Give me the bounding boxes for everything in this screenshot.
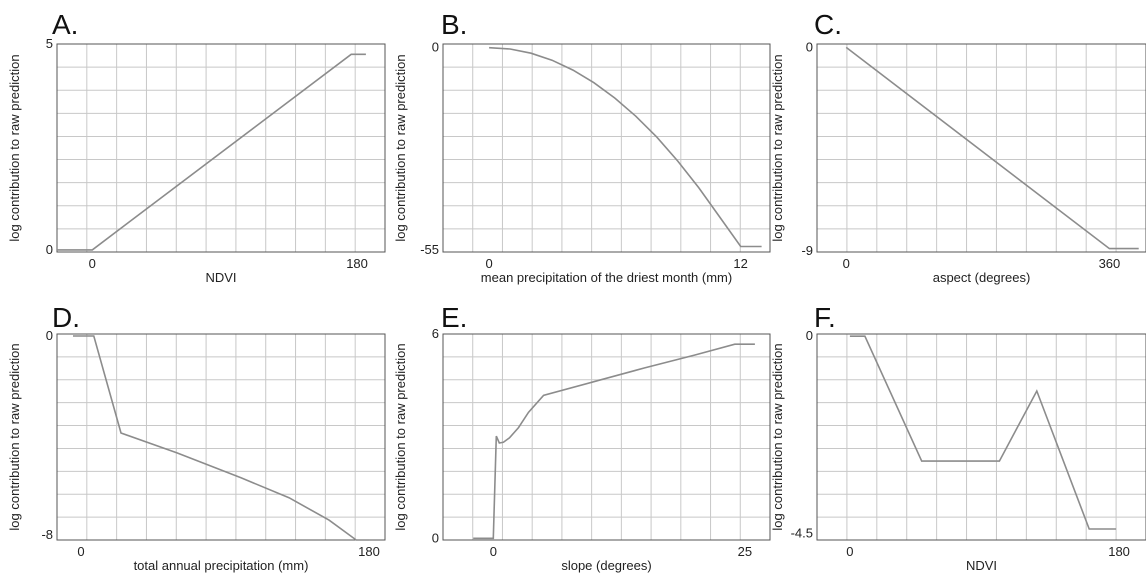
- y-axis-label: log contribution to raw prediction: [7, 343, 22, 530]
- response-curve: [489, 46, 762, 248]
- y-tick-label: 0: [46, 328, 53, 343]
- y-tick-label: 0: [432, 530, 439, 545]
- plot-frame: [442, 43, 771, 253]
- x-tick-label: 25: [738, 544, 752, 559]
- x-tick-label: 180: [1108, 544, 1130, 559]
- y-axis-label: log contribution to raw prediction: [393, 343, 408, 530]
- plot-frame: [56, 43, 386, 253]
- x-tick-label: 0: [846, 544, 853, 559]
- y-tick-label: 0: [432, 40, 439, 55]
- y-tick-label: 6: [432, 326, 439, 341]
- x-axis-label: NDVI: [205, 270, 236, 285]
- chart-panel: 0 25 0 6 slope (degrees) log contribution to …: [393, 302, 771, 573]
- y-tick-label: -4.5: [791, 525, 813, 540]
- panel-letter: F.: [814, 302, 836, 333]
- x-tick-label: 360: [1099, 256, 1121, 271]
- x-axis-label: slope (degrees): [561, 558, 651, 573]
- plot-frame: [816, 43, 1146, 253]
- x-tick-label: 0: [843, 256, 850, 271]
- chart-panel: 0 180 0 -4.5 NDVI log contribution to raw pre…: [770, 302, 1146, 573]
- plot-frame: [56, 333, 386, 541]
- panel-letter: E.: [441, 302, 467, 333]
- y-tick-label: 0: [806, 39, 813, 54]
- x-tick-label: 180: [346, 256, 368, 271]
- y-tick-label: 0: [806, 328, 813, 343]
- plot-frame: [442, 333, 771, 541]
- chart-panel: 0 180 0 -8 total annual precipitation (mm) lo…: [7, 302, 386, 573]
- y-tick-label: -8: [41, 527, 53, 542]
- response-curve: [849, 335, 1117, 530]
- x-tick-label: 0: [77, 544, 84, 559]
- x-axis-label: NDVI: [966, 558, 997, 573]
- x-axis-label: mean precipitation of the driest month (…: [481, 270, 732, 285]
- response-curve: [57, 53, 366, 251]
- panel-letter: B.: [441, 9, 467, 40]
- y-tick-label: 5: [46, 36, 53, 51]
- y-axis-label: log contribution to raw prediction: [770, 54, 785, 241]
- chart-panel: 0 12 0 -55 mean precipitation of the driest …: [393, 9, 771, 285]
- response-curve: [73, 335, 369, 541]
- y-tick-label: -55: [420, 242, 439, 257]
- y-tick-label: 0: [46, 242, 53, 257]
- response-curve: [845, 46, 1139, 250]
- x-axis-label: aspect (degrees): [933, 270, 1031, 285]
- panel-letter: D.: [52, 302, 80, 333]
- response-curve: [473, 343, 755, 540]
- y-axis-label: log contribution to raw prediction: [7, 54, 22, 241]
- x-tick-label: 12: [733, 256, 747, 271]
- plot-frame: [816, 333, 1146, 541]
- panel-letter: C.: [814, 9, 842, 40]
- y-axis-label: log contribution to raw prediction: [393, 54, 408, 241]
- chart-panel: 0 360 0 -9 aspect (degrees) log contribution …: [770, 9, 1146, 285]
- panel-letter: A.: [52, 9, 78, 40]
- x-axis-label: total annual precipitation (mm): [134, 558, 309, 573]
- y-tick-label: -9: [801, 243, 813, 258]
- x-tick-label: 0: [490, 544, 497, 559]
- chart-panel: 0 180 0 5 NDVI log contribution to raw predic…: [7, 9, 386, 285]
- x-tick-label: 0: [485, 256, 492, 271]
- x-tick-label: 0: [89, 256, 96, 271]
- y-axis-label: log contribution to raw prediction: [770, 343, 785, 530]
- x-tick-label: 180: [358, 544, 380, 559]
